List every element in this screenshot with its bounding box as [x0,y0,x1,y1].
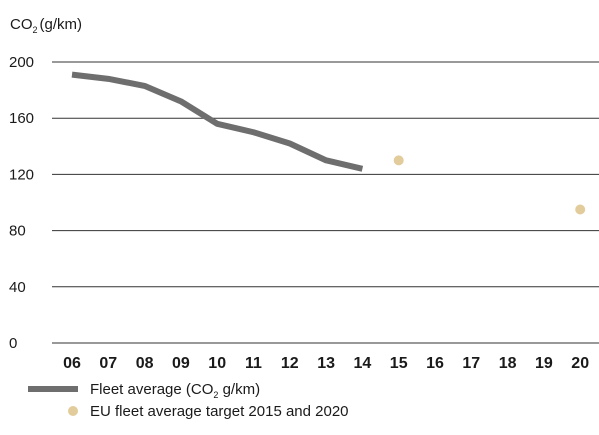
x-tick-label: 06 [63,355,81,372]
legend: Fleet average (CO2 g/km) EU fleet average… [28,381,349,420]
eu-target-point [575,204,586,215]
legend-label: Fleet average (CO2 g/km) [90,381,260,400]
y-tick-label: 160 [9,110,34,127]
x-tick-label: 12 [281,355,299,372]
legend-dot-swatch [68,406,78,416]
y-axis-unit-label: CO2 (g/km) [10,16,82,35]
x-tick-label: 13 [317,355,335,372]
x-tick-label: 18 [499,355,517,372]
x-tick-label: 20 [571,355,589,372]
legend-line-swatch [28,386,78,392]
x-tick-label: 19 [535,355,553,372]
x-tick-labels: 06 07 08 09 10 11 12 13 14 15 16 17 18 19 20 [63,355,589,372]
y-tick-label: 80 [9,223,26,240]
y-tick-label: 120 [9,166,34,183]
fleet-average-line [71,71,364,172]
x-tick-label: 10 [208,355,226,372]
y-tick-labels: 0 40 80 120 160 200 [9,54,34,352]
y-tick-label: 0 [9,335,17,352]
eu-target-point [393,155,404,166]
x-tick-label: 08 [136,355,154,372]
x-tick-label: 11 [245,355,262,372]
x-tick-label: 17 [462,355,480,372]
x-tick-label: 09 [172,355,190,372]
gridlines [52,61,599,344]
x-tick-label: 15 [390,355,408,372]
series-layer [71,71,586,215]
x-tick-label: 16 [426,355,444,372]
x-tick-label: 07 [99,355,117,372]
x-tick-label: 14 [354,355,372,372]
y-tick-label: 40 [9,279,26,296]
y-tick-label: 200 [9,54,34,71]
legend-label: EU fleet average target 2015 and 2020 [90,403,349,420]
